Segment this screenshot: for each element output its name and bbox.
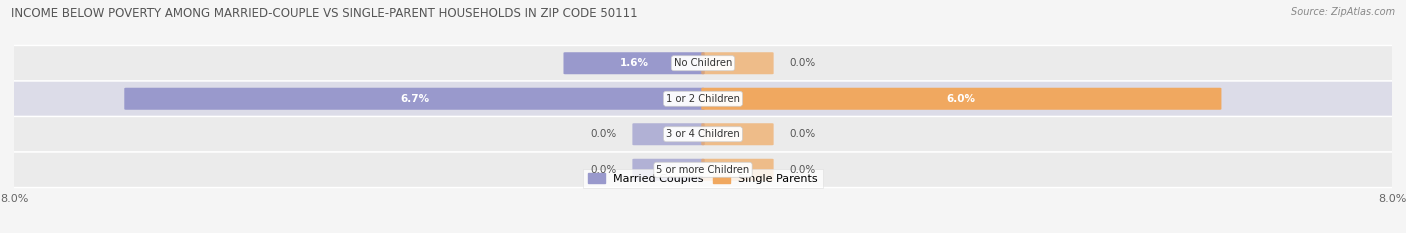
Text: INCOME BELOW POVERTY AMONG MARRIED-COUPLE VS SINGLE-PARENT HOUSEHOLDS IN ZIP COD: INCOME BELOW POVERTY AMONG MARRIED-COUPL…: [11, 7, 638, 20]
FancyBboxPatch shape: [702, 123, 773, 145]
FancyBboxPatch shape: [702, 88, 1222, 110]
FancyBboxPatch shape: [10, 45, 1396, 81]
FancyBboxPatch shape: [10, 152, 1396, 188]
Text: 1 or 2 Children: 1 or 2 Children: [666, 94, 740, 104]
Text: Source: ZipAtlas.com: Source: ZipAtlas.com: [1291, 7, 1395, 17]
FancyBboxPatch shape: [633, 123, 704, 145]
FancyBboxPatch shape: [702, 159, 773, 181]
FancyBboxPatch shape: [564, 52, 704, 74]
Text: 3 or 4 Children: 3 or 4 Children: [666, 129, 740, 139]
Text: 0.0%: 0.0%: [591, 129, 617, 139]
Legend: Married Couples, Single Parents: Married Couples, Single Parents: [583, 169, 823, 188]
FancyBboxPatch shape: [10, 116, 1396, 152]
Text: 0.0%: 0.0%: [789, 165, 815, 175]
Text: 5 or more Children: 5 or more Children: [657, 165, 749, 175]
Text: 0.0%: 0.0%: [789, 58, 815, 68]
FancyBboxPatch shape: [10, 81, 1396, 116]
Text: 0.0%: 0.0%: [789, 129, 815, 139]
FancyBboxPatch shape: [124, 88, 704, 110]
Text: No Children: No Children: [673, 58, 733, 68]
FancyBboxPatch shape: [633, 159, 704, 181]
Text: 0.0%: 0.0%: [591, 165, 617, 175]
Text: 6.7%: 6.7%: [399, 94, 429, 104]
Text: 6.0%: 6.0%: [946, 94, 976, 104]
Text: 1.6%: 1.6%: [620, 58, 648, 68]
FancyBboxPatch shape: [702, 52, 773, 74]
